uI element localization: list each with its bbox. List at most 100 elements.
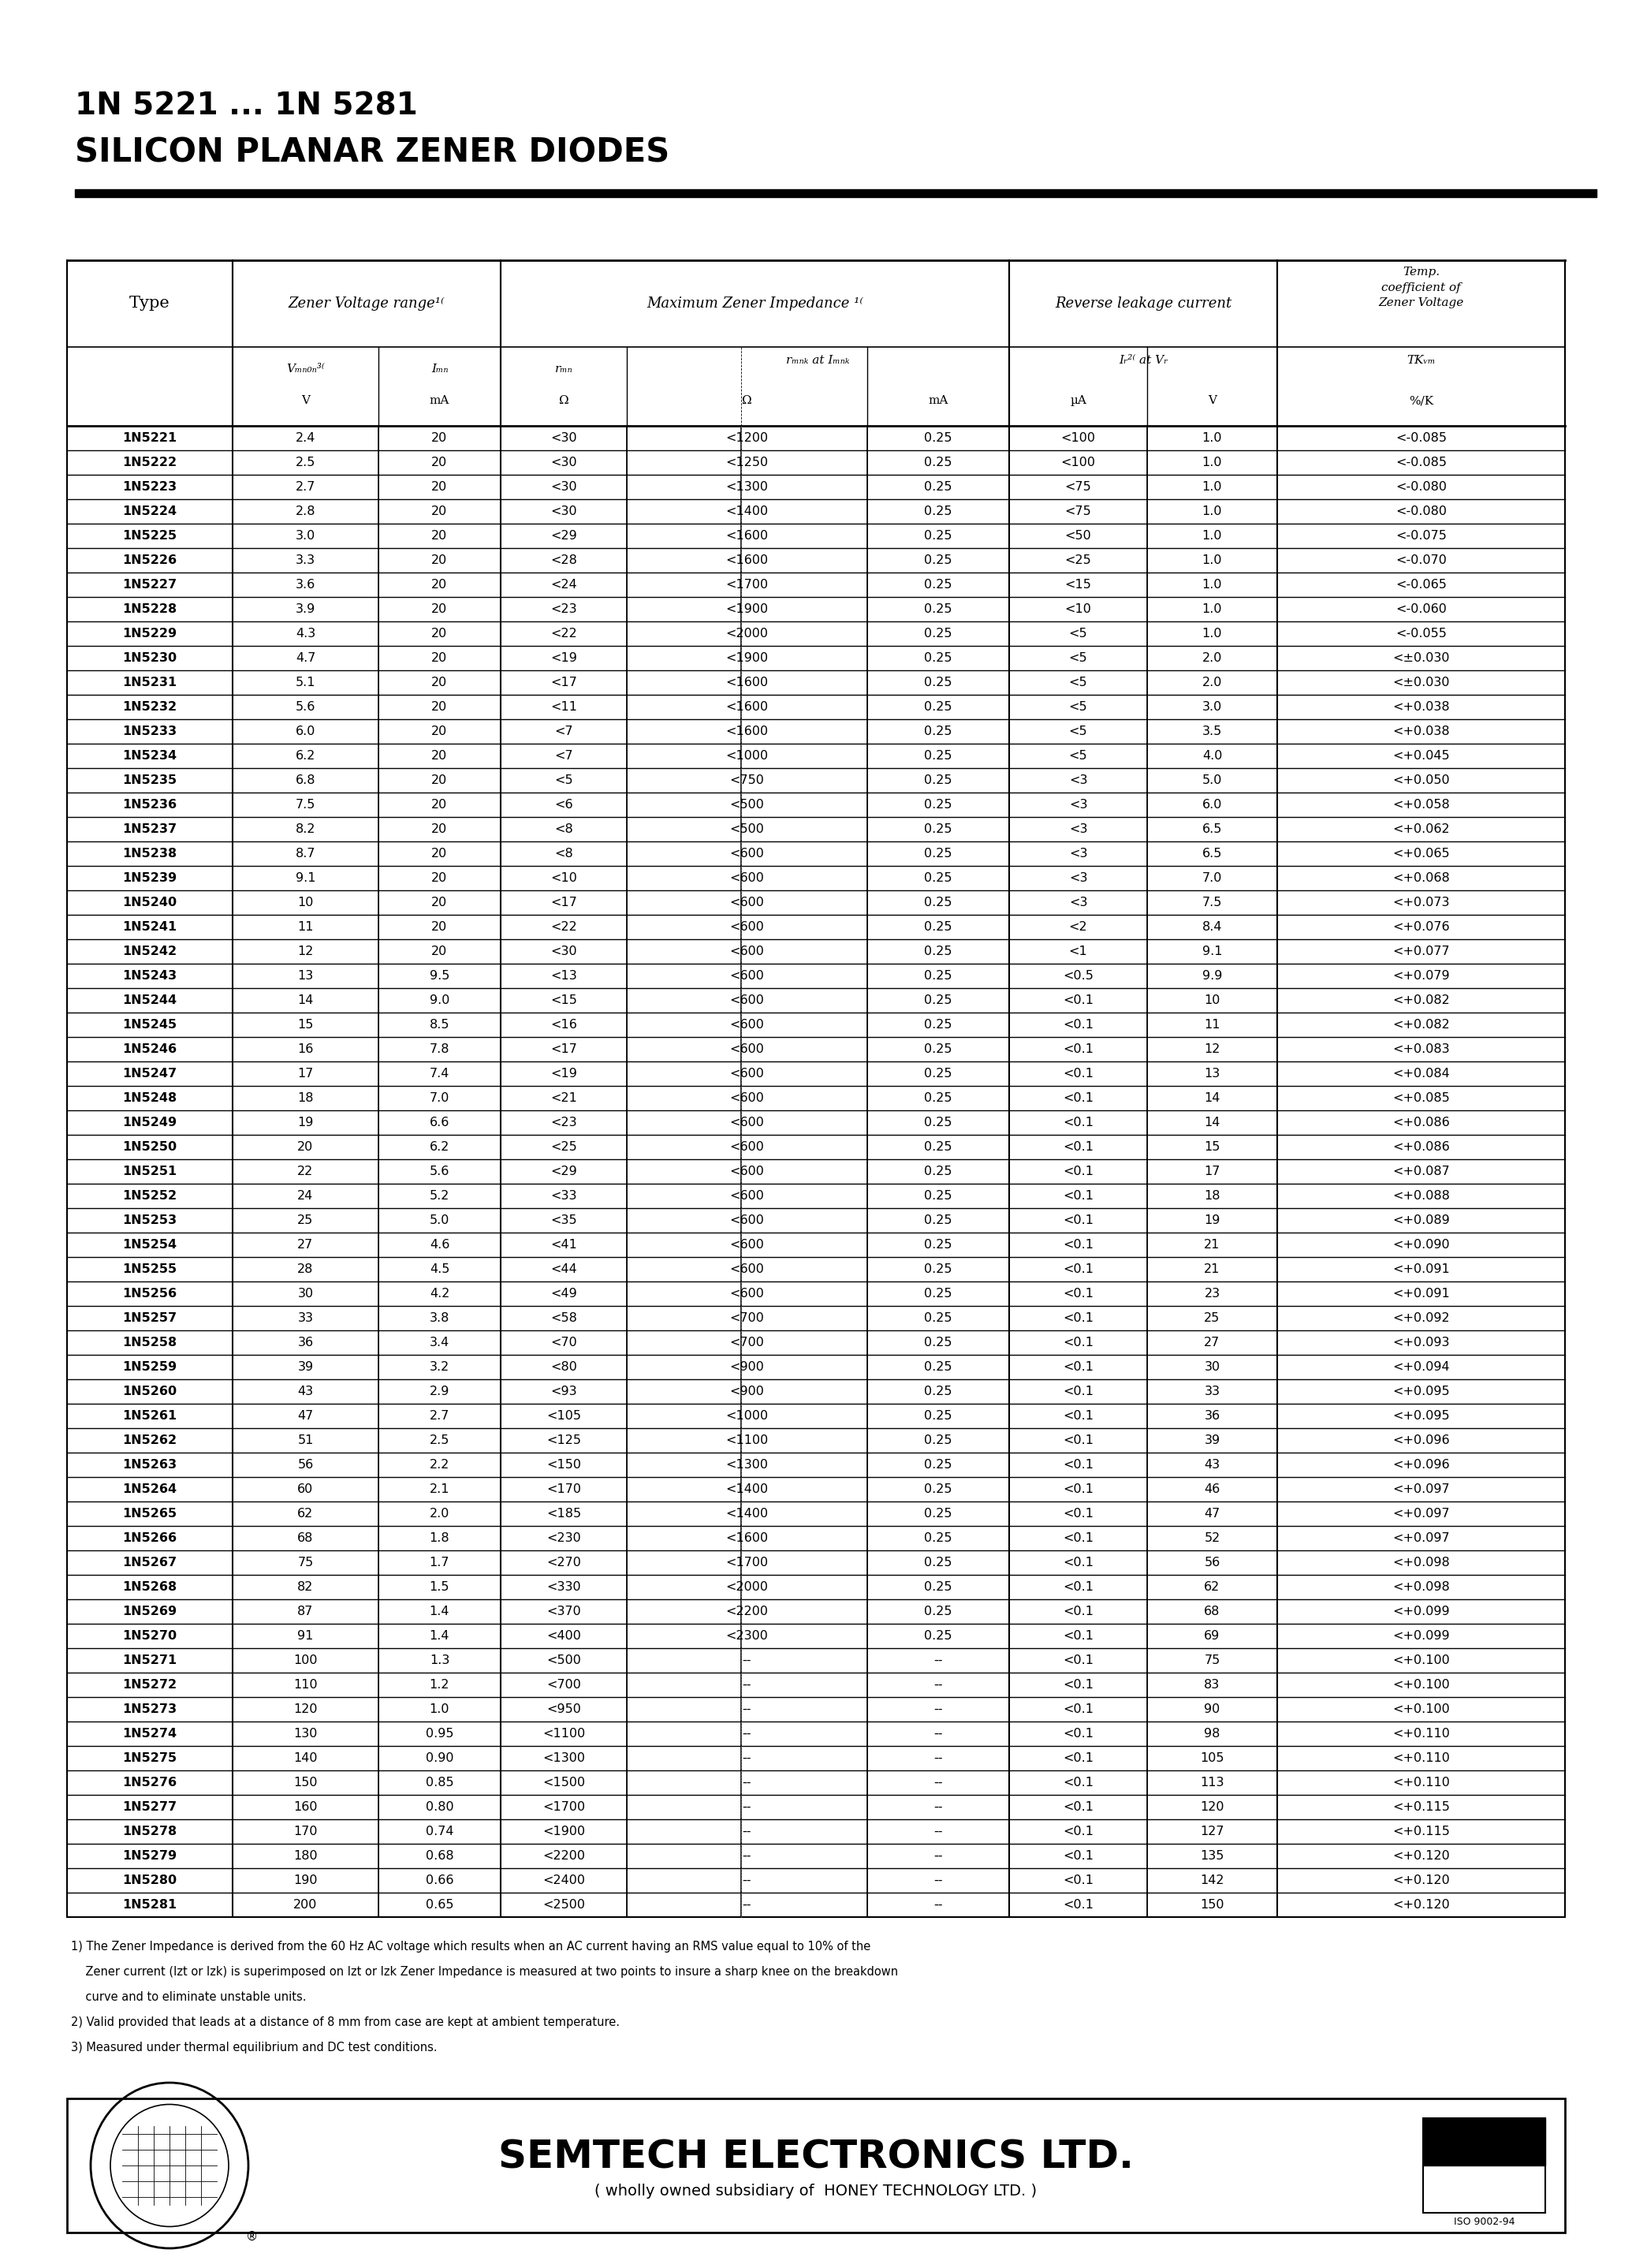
Text: 1N5229: 1N5229 xyxy=(122,628,176,640)
Text: 2.4: 2.4 xyxy=(295,433,315,445)
Text: 20: 20 xyxy=(431,751,447,762)
Text: <2500: <2500 xyxy=(542,1898,584,1910)
Text: <+0.065: <+0.065 xyxy=(1392,848,1449,860)
Text: 0.25: 0.25 xyxy=(924,798,951,810)
Text: 91: 91 xyxy=(297,1631,313,1642)
Text: 140: 140 xyxy=(294,1753,318,1765)
Text: 6.5: 6.5 xyxy=(1203,823,1222,835)
Text: 14: 14 xyxy=(297,993,313,1007)
Text: 1N5246: 1N5246 xyxy=(122,1043,176,1055)
Text: 68: 68 xyxy=(1204,1606,1221,1617)
Text: <50: <50 xyxy=(1064,531,1092,542)
Text: 130: 130 xyxy=(294,1728,318,1740)
Text: <1200: <1200 xyxy=(726,433,769,445)
Text: 100: 100 xyxy=(294,1653,318,1667)
Text: <105: <105 xyxy=(547,1411,581,1422)
Text: 33: 33 xyxy=(1204,1386,1221,1397)
Text: <17: <17 xyxy=(550,676,578,689)
Text: <1500: <1500 xyxy=(542,1776,584,1789)
Text: 1N5242: 1N5242 xyxy=(122,946,176,957)
Text: 3.4: 3.4 xyxy=(429,1336,449,1349)
Text: <2300: <2300 xyxy=(726,1631,769,1642)
Text: <700: <700 xyxy=(547,1678,581,1690)
Text: 6.0: 6.0 xyxy=(1203,798,1222,810)
Text: <75: <75 xyxy=(1064,506,1092,517)
Text: <500: <500 xyxy=(547,1653,581,1667)
Text: <+0.077: <+0.077 xyxy=(1392,946,1449,957)
Text: 1.0: 1.0 xyxy=(1203,628,1222,640)
Text: <0.1: <0.1 xyxy=(1062,1361,1093,1372)
Text: 9.9: 9.9 xyxy=(1203,971,1222,982)
Text: 1.4: 1.4 xyxy=(429,1606,449,1617)
Text: 1.7: 1.7 xyxy=(429,1556,449,1569)
Text: 0.25: 0.25 xyxy=(924,1556,951,1569)
Text: 18: 18 xyxy=(1204,1191,1221,1202)
Text: <-0.055: <-0.055 xyxy=(1395,628,1446,640)
Text: 1) The Zener Impedance is derived from the 60 Hz AC voltage which results when a: 1) The Zener Impedance is derived from t… xyxy=(70,1941,870,1953)
Text: 16: 16 xyxy=(297,1043,313,1055)
Text: 0.25: 0.25 xyxy=(924,1433,951,1447)
Text: 1N5271: 1N5271 xyxy=(122,1653,176,1667)
Text: 0.25: 0.25 xyxy=(924,456,951,469)
Text: 30: 30 xyxy=(297,1288,313,1300)
Text: 7.0: 7.0 xyxy=(429,1093,449,1105)
Text: 1N5256: 1N5256 xyxy=(122,1288,176,1300)
Text: 4.3: 4.3 xyxy=(295,628,315,640)
Text: <3: <3 xyxy=(1069,896,1087,909)
Text: <500: <500 xyxy=(730,798,764,810)
Text: <600: <600 xyxy=(730,896,764,909)
Text: 4.6: 4.6 xyxy=(429,1238,449,1250)
Text: <600: <600 xyxy=(730,1166,764,1177)
Text: 98: 98 xyxy=(1204,1728,1221,1740)
Text: <0.1: <0.1 xyxy=(1062,1093,1093,1105)
Text: 62: 62 xyxy=(1204,1581,1221,1592)
Text: mA: mA xyxy=(929,395,948,406)
Text: Maximum Zener Impedance ¹⁽: Maximum Zener Impedance ¹⁽ xyxy=(646,297,863,311)
Text: <70: <70 xyxy=(550,1336,578,1349)
Text: 15: 15 xyxy=(297,1018,313,1030)
Text: 0.25: 0.25 xyxy=(924,1483,951,1495)
Text: <0.1: <0.1 xyxy=(1062,1606,1093,1617)
Text: 0.25: 0.25 xyxy=(924,896,951,909)
Text: 0.25: 0.25 xyxy=(924,1508,951,1520)
Text: 0.25: 0.25 xyxy=(924,1336,951,1349)
Text: <75: <75 xyxy=(1064,481,1092,492)
Text: --: -- xyxy=(934,1753,943,1765)
Text: 20: 20 xyxy=(431,873,447,885)
Text: 2.5: 2.5 xyxy=(295,456,315,469)
Text: 7.4: 7.4 xyxy=(429,1068,449,1080)
Text: 3.9: 3.9 xyxy=(295,603,315,615)
Text: <400: <400 xyxy=(547,1631,581,1642)
Text: <30: <30 xyxy=(550,456,578,469)
Text: 11: 11 xyxy=(297,921,313,932)
Text: 200: 200 xyxy=(294,1898,318,1910)
Text: <30: <30 xyxy=(550,946,578,957)
Text: 2.2: 2.2 xyxy=(429,1458,449,1470)
Text: 0.95: 0.95 xyxy=(426,1728,454,1740)
Text: 1N5226: 1N5226 xyxy=(122,553,176,567)
Text: <19: <19 xyxy=(550,1068,578,1080)
Text: 62: 62 xyxy=(297,1508,313,1520)
Text: <+0.097: <+0.097 xyxy=(1392,1483,1449,1495)
Text: Ω: Ω xyxy=(743,395,752,406)
Text: --: -- xyxy=(934,1653,943,1667)
Text: <+0.100: <+0.100 xyxy=(1392,1653,1449,1667)
Text: <0.1: <0.1 xyxy=(1062,1653,1093,1667)
Text: 13: 13 xyxy=(297,971,313,982)
Text: <+0.038: <+0.038 xyxy=(1392,726,1449,737)
Text: 1N5279: 1N5279 xyxy=(122,1851,176,1862)
Text: 46: 46 xyxy=(1204,1483,1221,1495)
Text: <30: <30 xyxy=(550,433,578,445)
Text: 0.25: 0.25 xyxy=(924,1411,951,1422)
Text: <0.1: <0.1 xyxy=(1062,1508,1093,1520)
Text: 1N5221: 1N5221 xyxy=(122,433,176,445)
Text: 0.25: 0.25 xyxy=(924,1458,951,1470)
Text: 150: 150 xyxy=(1200,1898,1224,1910)
Text: 0.25: 0.25 xyxy=(924,1043,951,1055)
Text: 1N5244: 1N5244 xyxy=(122,993,176,1007)
Text: 47: 47 xyxy=(1204,1508,1221,1520)
Text: <0.1: <0.1 xyxy=(1062,1166,1093,1177)
Text: <1250: <1250 xyxy=(726,456,769,469)
Text: Vₘₙ₀ₙ³⁽: Vₘₙ₀ₙ³⁽ xyxy=(286,363,325,374)
Text: <22: <22 xyxy=(550,921,578,932)
